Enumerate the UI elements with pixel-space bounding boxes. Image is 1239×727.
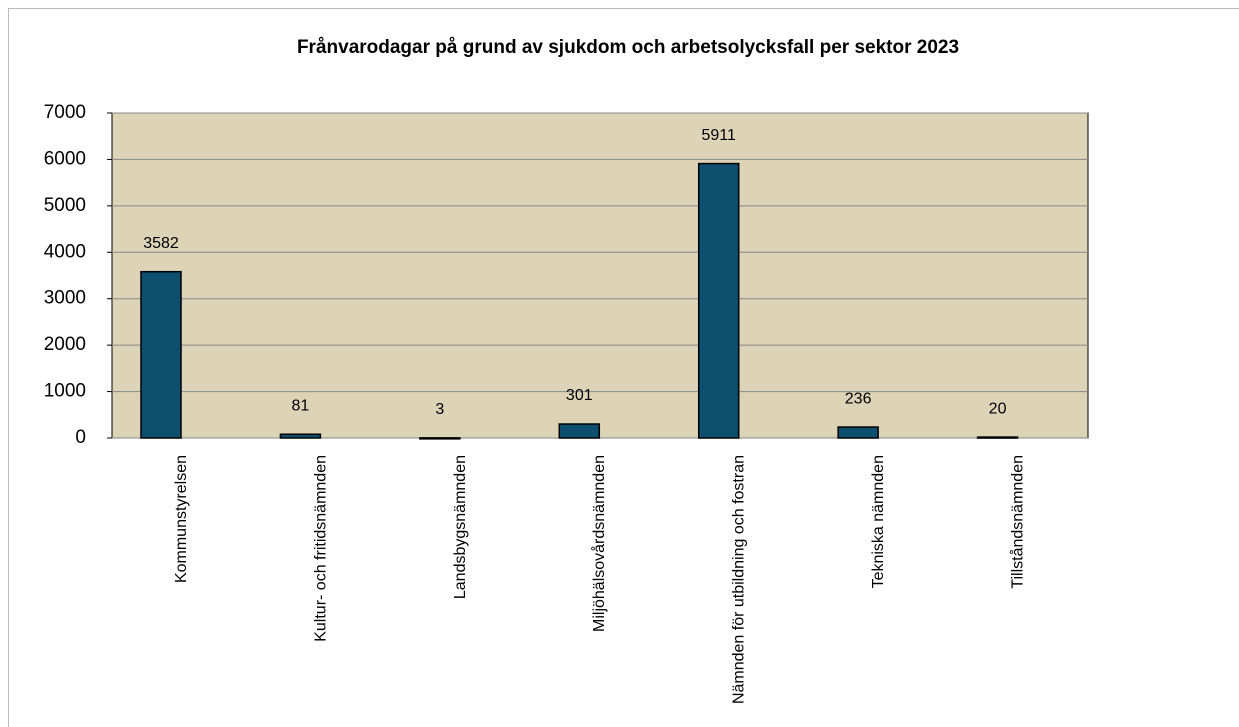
- x-tick-label: Landsbygsnämnden: [452, 455, 469, 599]
- data-label: 3: [435, 401, 444, 418]
- data-label: 236: [845, 390, 872, 407]
- bar: [837, 426, 879, 439]
- y-tick-label: 0: [75, 427, 86, 448]
- bar: [697, 162, 740, 439]
- y-tick-label: 2000: [44, 334, 86, 355]
- x-tick-label: Miljöhälsovårdsnämnden: [590, 455, 608, 632]
- x-tick-label: Kommunstyrelsen: [173, 455, 190, 583]
- y-tick-label: 5000: [44, 195, 86, 216]
- y-tick-label: 3000: [44, 288, 86, 309]
- data-label: 301: [566, 387, 593, 404]
- bar: [419, 437, 461, 440]
- y-tick-label: 4000: [44, 241, 86, 262]
- data-label: 5911: [702, 127, 737, 144]
- bar: [279, 433, 322, 439]
- bar: [558, 423, 601, 439]
- plot-area: [111, 112, 1089, 439]
- x-tick-label: Kultur- och fritidsnämnden: [312, 455, 329, 642]
- bar: [140, 270, 182, 439]
- y-tick-label: 7000: [44, 102, 86, 123]
- x-tick-label: Tillståndsnämnden: [1009, 455, 1027, 589]
- y-tick-label: 6000: [44, 148, 86, 169]
- y-tick-label: 1000: [44, 381, 86, 402]
- chart-title: Frånvarodagar på grund av sjukdom och ar…: [297, 37, 959, 58]
- data-label: 20: [989, 400, 1007, 417]
- x-tick-label: Tekniska nämnden: [870, 455, 887, 588]
- bar: [976, 436, 1019, 439]
- data-label: 81: [292, 397, 310, 414]
- x-tick-label: Nämnden för utbildning och fostran: [731, 455, 748, 704]
- data-label: 3582: [143, 235, 179, 252]
